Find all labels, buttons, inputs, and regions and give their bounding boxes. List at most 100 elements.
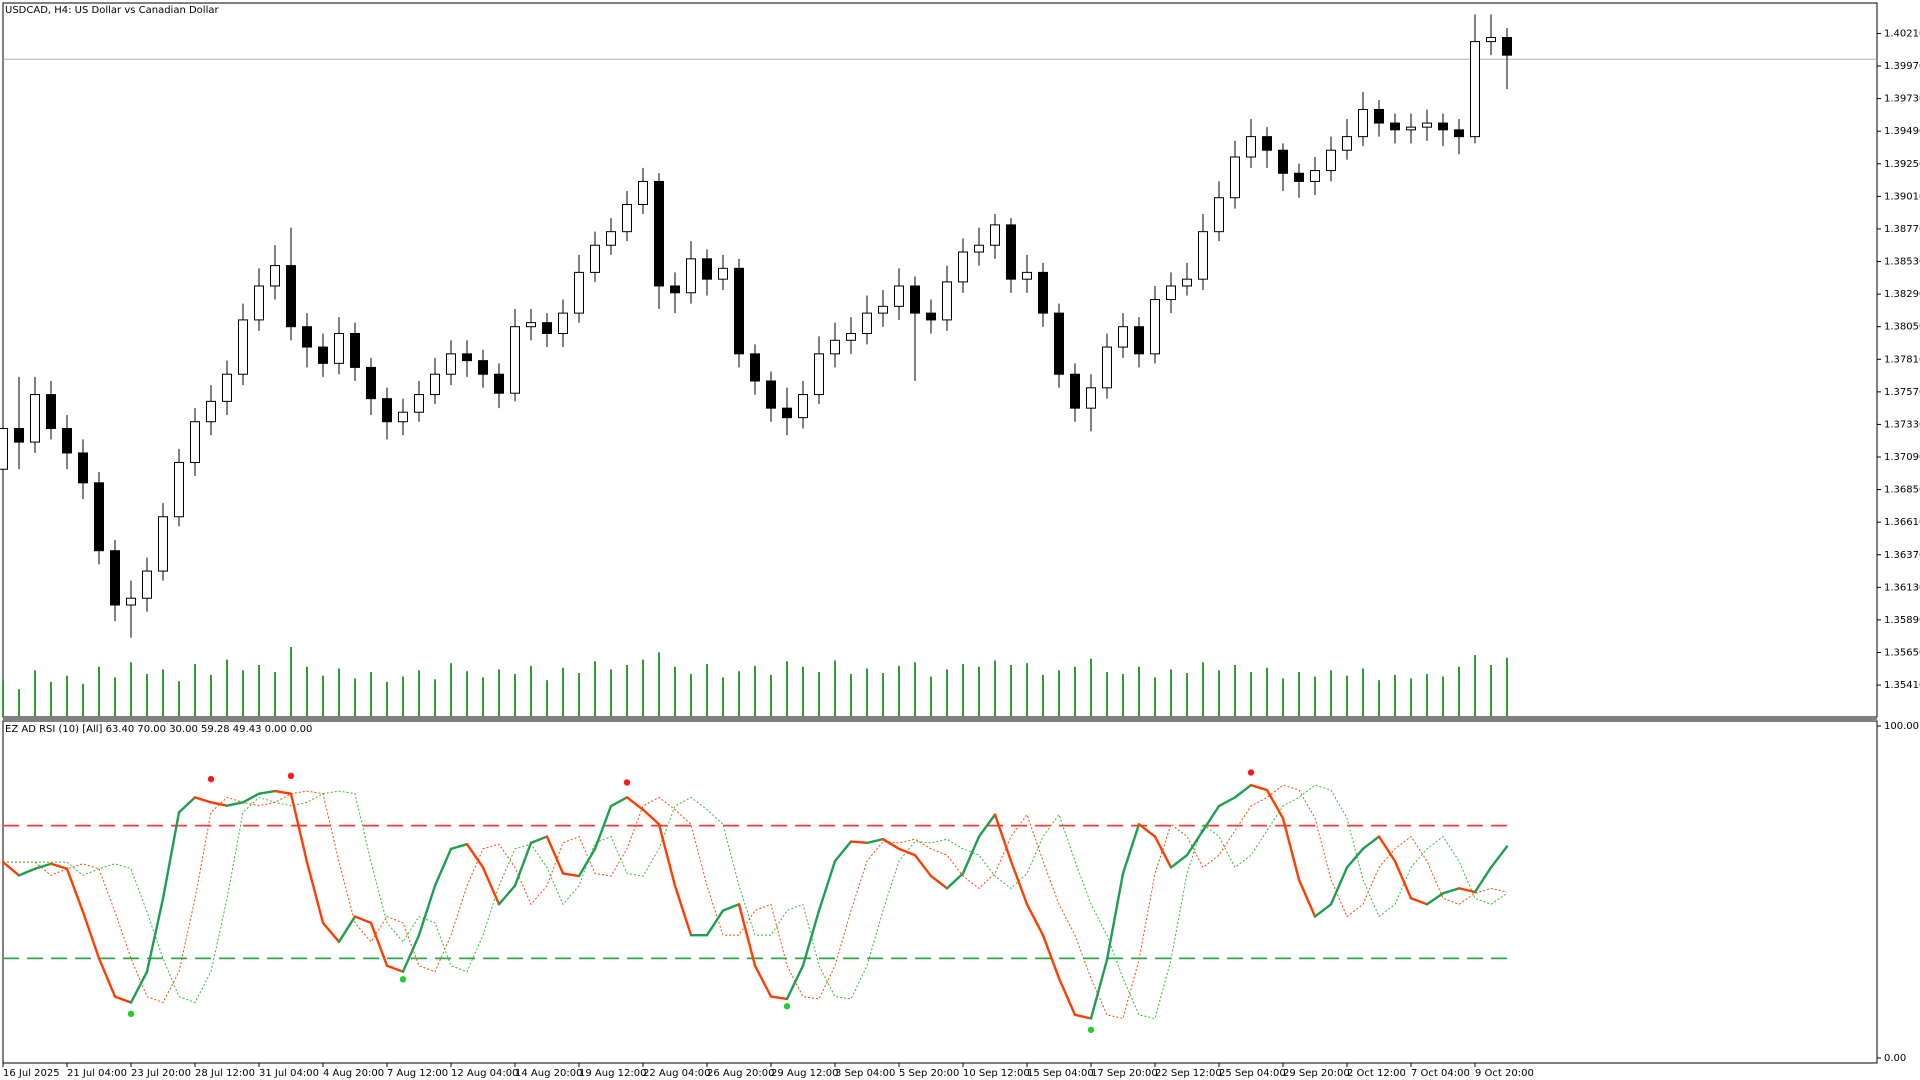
candle-body bbox=[1374, 108, 1384, 124]
volume-bar bbox=[1362, 668, 1364, 717]
x-tick-label: 23 Jul 20:00 bbox=[131, 1068, 191, 1079]
candle-body bbox=[1214, 197, 1224, 233]
signal-dot bbox=[623, 779, 631, 786]
rsi-segment bbox=[1089, 958, 1109, 1020]
rsi-segment bbox=[1345, 847, 1365, 869]
volume-bar bbox=[98, 666, 100, 717]
candle-body bbox=[1470, 41, 1480, 138]
candle-body bbox=[494, 373, 504, 394]
x-tick-label: 26 Aug 20:00 bbox=[707, 1068, 774, 1079]
rsi-segment bbox=[1409, 897, 1429, 906]
signal-dot bbox=[207, 775, 215, 783]
x-tick-label: 2 Oct 12:00 bbox=[1347, 1068, 1406, 1079]
x-tick-label: 22 Aug 04:00 bbox=[643, 1068, 710, 1079]
candle-body bbox=[46, 394, 56, 430]
rsi-segment bbox=[1041, 933, 1061, 980]
candle-body bbox=[1454, 129, 1464, 138]
volume-bar bbox=[706, 664, 708, 717]
rsi-segment bbox=[705, 909, 725, 937]
y-tick-label: 1.36130 bbox=[1884, 582, 1920, 593]
volume-bar bbox=[626, 664, 628, 717]
rsi-segment bbox=[145, 897, 165, 973]
candle-body bbox=[686, 258, 696, 294]
rsi-segment bbox=[353, 915, 373, 925]
rsi-segment bbox=[577, 847, 597, 878]
rsi-segment bbox=[289, 792, 309, 864]
rsi-segment bbox=[1489, 845, 1509, 869]
rsi-segment bbox=[753, 964, 773, 998]
candle-body bbox=[782, 407, 792, 419]
volume-bar bbox=[914, 662, 916, 717]
y-tick-label: 1.36610 bbox=[1884, 517, 1920, 528]
rsi-segment bbox=[257, 789, 277, 795]
volume-bar bbox=[642, 659, 644, 717]
volume-bar bbox=[1506, 657, 1508, 717]
rsi-segment bbox=[529, 835, 549, 845]
x-tick-label: 25 Sep 04:00 bbox=[1219, 1068, 1286, 1079]
candle-body bbox=[350, 332, 360, 368]
rsi-segment bbox=[273, 789, 293, 795]
x-tick-label: 3 Sep 04:00 bbox=[835, 1068, 895, 1079]
candle-body bbox=[286, 265, 296, 328]
rsi-segment bbox=[497, 884, 517, 906]
rsi-segment bbox=[961, 835, 981, 875]
rsi-segment bbox=[1201, 804, 1221, 832]
rsi-segment bbox=[673, 884, 693, 937]
volume-bar bbox=[562, 667, 564, 717]
candle-body bbox=[1342, 136, 1352, 151]
candle-body bbox=[1006, 224, 1016, 280]
rsi-segment bbox=[433, 847, 453, 887]
rsi-segment bbox=[609, 796, 629, 808]
candle-body bbox=[190, 421, 200, 463]
rsi-segment bbox=[1057, 977, 1077, 1017]
signal-dot bbox=[287, 772, 295, 779]
candle-body bbox=[1310, 170, 1320, 182]
candle-body bbox=[654, 180, 664, 287]
candle-body bbox=[366, 366, 376, 400]
candle-body bbox=[622, 204, 632, 233]
y-tick-label: 1.37570 bbox=[1884, 387, 1920, 398]
candle-body bbox=[1326, 149, 1336, 172]
rsi-segment bbox=[993, 813, 1013, 863]
volume-bar bbox=[322, 675, 324, 717]
candle-body bbox=[1230, 156, 1240, 199]
candle-body bbox=[174, 461, 184, 518]
volume-bar bbox=[130, 662, 132, 717]
rsi-segment bbox=[769, 995, 789, 1001]
candle-body bbox=[638, 180, 648, 206]
candle-body bbox=[334, 332, 344, 364]
volume-bar bbox=[1458, 666, 1460, 717]
candle-body bbox=[1038, 271, 1048, 314]
rsi-segment bbox=[1137, 823, 1157, 838]
candle-body bbox=[1278, 149, 1288, 174]
x-tick-label: 4 Aug 20:00 bbox=[323, 1068, 384, 1079]
rsi-segment bbox=[881, 838, 901, 851]
rsi-segment bbox=[785, 964, 805, 1001]
candle-body bbox=[78, 452, 88, 484]
signal-dot bbox=[399, 976, 407, 983]
volume-bar bbox=[1122, 673, 1124, 717]
chart-title: USDCAD, H4: US Dollar vs Canadian Dollar bbox=[5, 5, 219, 16]
candle-body bbox=[1406, 126, 1416, 131]
candle-body bbox=[222, 373, 232, 402]
candle-body bbox=[398, 411, 408, 423]
candle-body bbox=[382, 398, 392, 423]
rsi-segment bbox=[161, 811, 181, 900]
indicator-y-tick-label: 100.00 bbox=[1884, 721, 1919, 732]
volume-bar bbox=[226, 659, 228, 717]
volume-bar bbox=[1490, 664, 1492, 717]
volume-bar bbox=[802, 666, 804, 717]
rsi-segment bbox=[641, 808, 661, 826]
y-tick-label: 1.39970 bbox=[1884, 61, 1920, 72]
volume-bar bbox=[194, 664, 196, 717]
volume-bar bbox=[434, 679, 436, 717]
volume-bar bbox=[1026, 663, 1028, 717]
candle-body bbox=[430, 373, 440, 396]
rsi-segment bbox=[1169, 853, 1189, 869]
volume-bar bbox=[370, 672, 372, 717]
candle-body bbox=[1070, 373, 1080, 409]
volume-bar bbox=[498, 669, 500, 717]
x-tick-label: 7 Aug 12:00 bbox=[387, 1068, 448, 1079]
x-tick-label: 16 Jul 2025 bbox=[3, 1068, 60, 1079]
